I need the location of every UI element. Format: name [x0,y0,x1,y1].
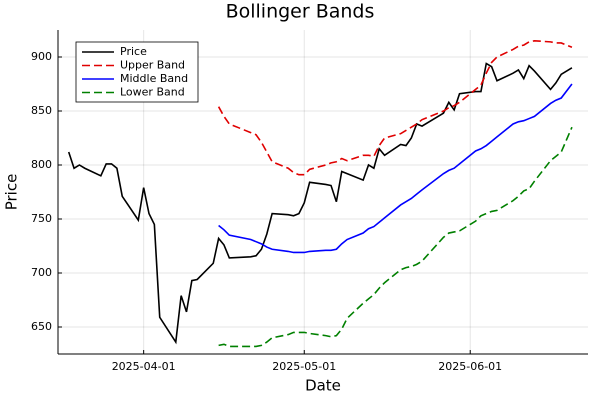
chart-title: Bollinger Bands [226,1,375,23]
y-tick-label: 850 [31,104,52,117]
series-line [218,126,573,348]
y-tick-label: 900 [31,50,52,63]
x-tick-label: 2025-05-01 [272,360,336,373]
x-tick-label: 2025-04-01 [112,360,176,373]
y-tick-label: 650 [31,320,52,333]
legend-label: Price [120,45,147,58]
y-tick-label: 750 [31,212,52,225]
series-line [217,39,573,176]
series-line [67,62,573,345]
y-tick-label: 800 [31,158,52,171]
series-line [218,83,573,254]
x-tick-label: 2025-06-01 [438,360,502,373]
legend-label: Lower Band [120,86,185,99]
x-axis-label: Date [305,377,341,395]
legend-label: Upper Band [120,59,185,72]
y-axis-label: Price [3,174,21,211]
y-tick-label: 700 [31,266,52,279]
legend-label: Middle Band [120,72,188,85]
